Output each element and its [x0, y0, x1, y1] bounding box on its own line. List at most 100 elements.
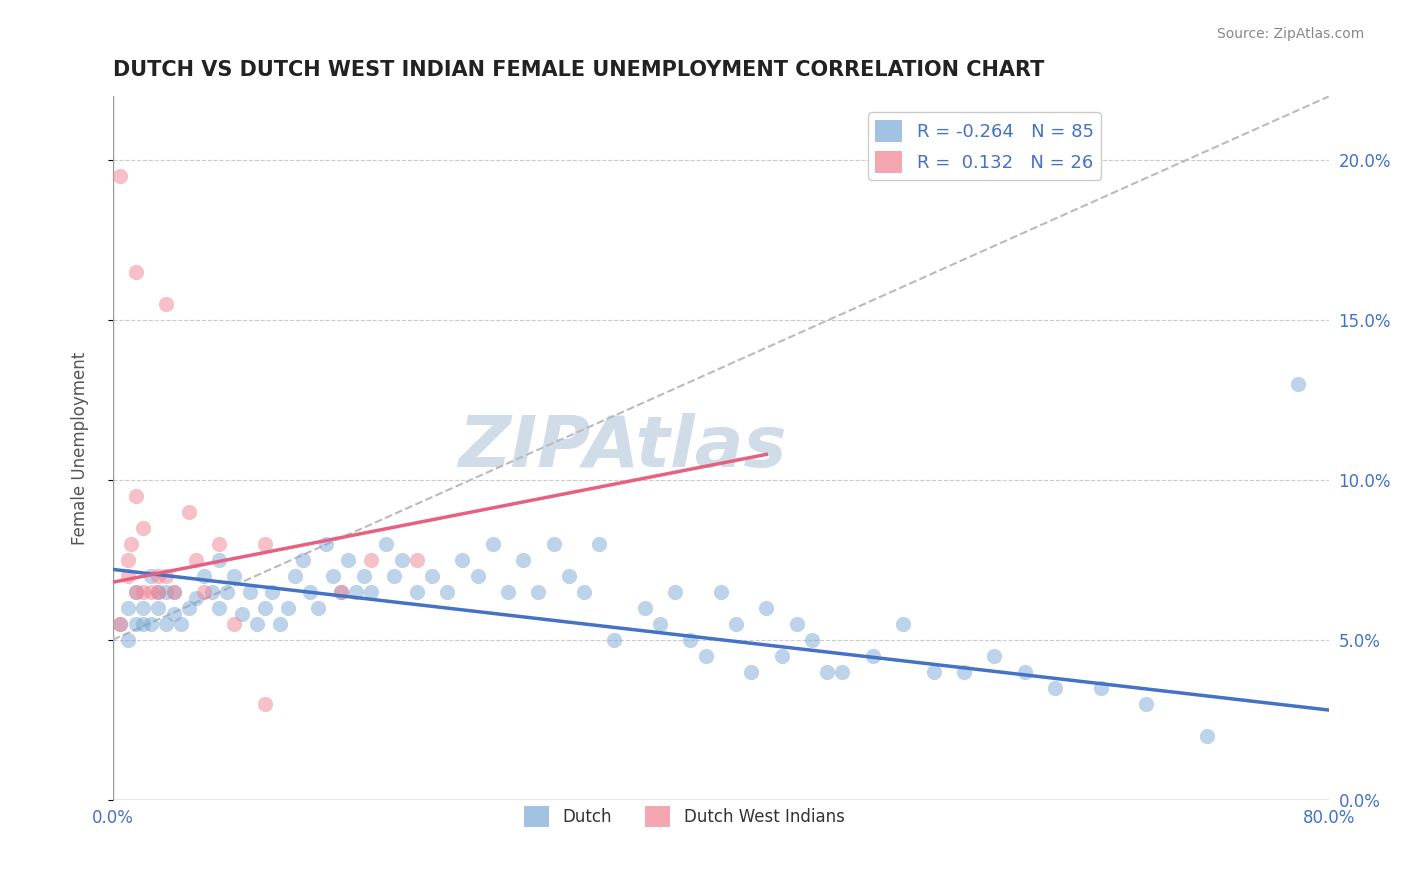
Point: [815, 665, 838, 679]
Point: [391, 553, 413, 567]
Point: [405, 584, 427, 599]
Point: [239, 584, 262, 599]
Point: [679, 632, 702, 647]
Point: [208, 537, 231, 551]
Point: [1286, 377, 1309, 392]
Point: [177, 505, 200, 519]
Point: [322, 569, 344, 583]
Point: [588, 537, 610, 551]
Point: [375, 537, 398, 551]
Point: [117, 632, 139, 647]
Point: [1135, 697, 1157, 711]
Point: [139, 569, 162, 583]
Point: [124, 584, 146, 599]
Point: [253, 537, 276, 551]
Point: [382, 569, 405, 583]
Point: [315, 537, 337, 551]
Point: [124, 616, 146, 631]
Point: [862, 648, 884, 663]
Point: [120, 537, 142, 551]
Point: [148, 584, 170, 599]
Point: [1043, 681, 1066, 695]
Point: [1014, 665, 1036, 679]
Point: [512, 553, 534, 567]
Point: [1090, 681, 1112, 695]
Point: [755, 600, 778, 615]
Point: [527, 584, 550, 599]
Point: [360, 553, 382, 567]
Point: [163, 584, 186, 599]
Point: [277, 600, 299, 615]
Point: [110, 616, 132, 631]
Text: ZIPAtlas: ZIPAtlas: [460, 414, 787, 483]
Point: [953, 665, 976, 679]
Point: [117, 569, 139, 583]
Point: [117, 600, 139, 615]
Point: [543, 537, 565, 551]
Point: [801, 632, 824, 647]
Point: [831, 665, 853, 679]
Point: [284, 569, 307, 583]
Point: [603, 632, 626, 647]
Point: [132, 600, 155, 615]
Point: [405, 553, 427, 567]
Point: [231, 607, 253, 622]
Text: DUTCH VS DUTCH WEST INDIAN FEMALE UNEMPLOYMENT CORRELATION CHART: DUTCH VS DUTCH WEST INDIAN FEMALE UNEMPL…: [112, 60, 1045, 79]
Point: [193, 569, 215, 583]
Point: [891, 616, 914, 631]
Point: [208, 600, 231, 615]
Point: [922, 665, 945, 679]
Point: [132, 521, 155, 535]
Point: [344, 584, 367, 599]
Point: [983, 648, 1005, 663]
Point: [360, 584, 382, 599]
Point: [253, 600, 276, 615]
Point: [110, 169, 132, 184]
Point: [186, 591, 208, 606]
Point: [224, 569, 246, 583]
Point: [155, 584, 177, 599]
Point: [170, 616, 193, 631]
Point: [353, 569, 375, 583]
Point: [740, 665, 762, 679]
Point: [124, 265, 146, 279]
Point: [572, 584, 595, 599]
Point: [695, 648, 717, 663]
Point: [148, 569, 170, 583]
Point: [246, 616, 269, 631]
Point: [155, 297, 177, 311]
Point: [710, 584, 733, 599]
Point: [482, 537, 505, 551]
Point: [132, 584, 155, 599]
Point: [139, 616, 162, 631]
Point: [436, 584, 458, 599]
Point: [193, 584, 215, 599]
Point: [177, 600, 200, 615]
Point: [291, 553, 314, 567]
Point: [208, 553, 231, 567]
Point: [724, 616, 747, 631]
Point: [186, 553, 208, 567]
Point: [299, 584, 322, 599]
Point: [786, 616, 808, 631]
Point: [329, 584, 352, 599]
Point: [634, 600, 657, 615]
Point: [215, 584, 238, 599]
Point: [307, 600, 329, 615]
Y-axis label: Female Unemployment: Female Unemployment: [72, 351, 89, 545]
Point: [1197, 729, 1219, 743]
Point: [467, 569, 489, 583]
Point: [224, 616, 246, 631]
Point: [253, 697, 276, 711]
Point: [132, 616, 155, 631]
Point: [155, 569, 177, 583]
Point: [163, 584, 186, 599]
Legend: Dutch, Dutch West Indians: Dutch, Dutch West Indians: [517, 800, 851, 833]
Point: [110, 616, 132, 631]
Point: [770, 648, 793, 663]
Point: [420, 569, 443, 583]
Point: [337, 553, 360, 567]
Point: [451, 553, 474, 567]
Point: [124, 489, 146, 503]
Text: Source: ZipAtlas.com: Source: ZipAtlas.com: [1216, 27, 1364, 41]
